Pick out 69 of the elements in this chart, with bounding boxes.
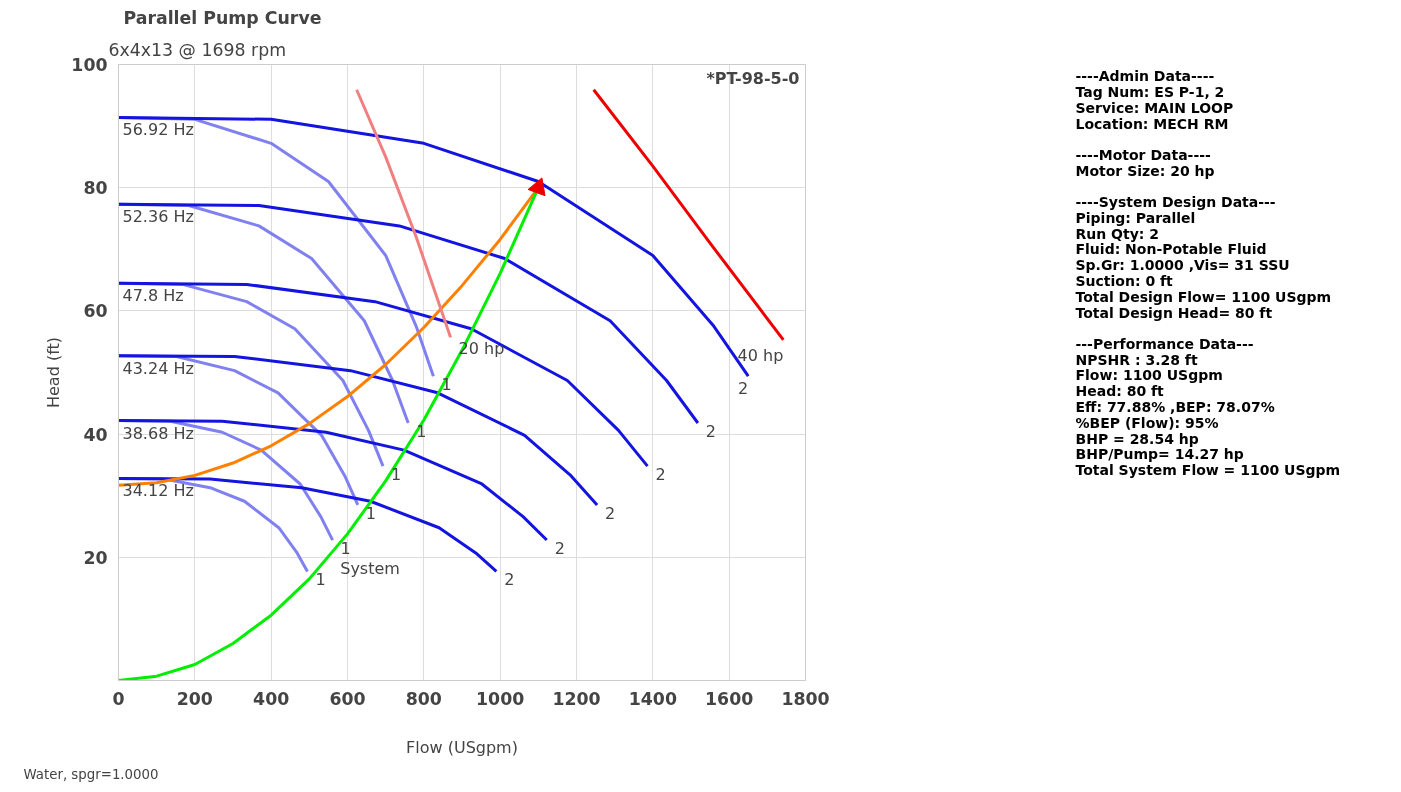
text: Total System Flow = 1100 USgpm	[1075, 462, 1341, 479]
text: Sp.Gr: 1.0000 ,Vis= 31 SSU	[1075, 257, 1290, 274]
text: Water, spgr=1.0000	[23, 766, 159, 782]
text: Flow: 1100 USgpm	[1075, 367, 1223, 384]
chart-subtitle: 6x4x13 @ 1698 rpm	[108, 39, 287, 60]
x-tick-label: 400	[253, 688, 290, 709]
annotation: 1	[390, 465, 402, 485]
annotation: 2	[738, 379, 749, 399]
annotation: 2	[705, 422, 717, 442]
x-tick-label: 1000	[476, 688, 525, 709]
series-label: 56.92 Hz	[122, 120, 194, 140]
chart-title: Parallel Pump Curve	[123, 7, 322, 28]
text: Total Design Head= 80 ft	[1075, 304, 1273, 321]
y-axis-title: Head (ft)	[44, 336, 64, 409]
line-series	[355, 88, 453, 339]
text: BHP = 28.54 hp	[1075, 430, 1199, 447]
line-series	[592, 88, 785, 342]
line-series	[118, 419, 549, 542]
y-tick-label: 100	[71, 55, 108, 75]
x-axis-title: Flow (USgpm)	[406, 737, 518, 757]
series-label: 43.24 Hz	[122, 358, 194, 378]
annotation: 2	[504, 570, 515, 590]
annotation: 1	[340, 539, 351, 559]
x-tick-label: 1200	[552, 688, 601, 709]
y-tick-label: 20	[83, 547, 108, 568]
text: BHP/Pump= 14.27 hp	[1075, 446, 1244, 463]
annotation: 1	[441, 375, 452, 395]
text: Suction: 0 ft	[1075, 272, 1174, 289]
annotation: 2	[554, 539, 565, 559]
x-tick-label: 1800	[781, 688, 830, 709]
series-label: 52.36 Hz	[122, 207, 194, 227]
text: Motor Size: 20 hp	[1075, 162, 1215, 179]
x-tick-label: 0	[112, 688, 125, 709]
x-tick-label: 1400	[628, 688, 677, 709]
text: Total Design Flow= 1100 USgpm	[1075, 288, 1332, 305]
text: Head: 80 ft	[1075, 383, 1165, 400]
text: Run Qty: 2	[1075, 225, 1160, 242]
annotation: 1	[365, 503, 376, 523]
x-tick-label: 1600	[705, 688, 754, 709]
annotation: *PT-98-5-0	[706, 68, 800, 88]
annotation: 40 hp	[737, 345, 784, 365]
annotation: 1	[315, 570, 326, 590]
y-tick-label: 80	[83, 178, 108, 199]
line-series	[118, 281, 649, 468]
text: ----System Design Data---	[1075, 194, 1276, 211]
series-label: 47.8 Hz	[122, 286, 184, 306]
text: Piping: Parallel	[1075, 209, 1196, 226]
text: Fluid: Non-Potable Fluid	[1075, 241, 1267, 258]
text: ----Admin Data----	[1075, 68, 1215, 85]
series-label: 34.12 Hz	[122, 481, 194, 501]
y-tick-label: 40	[83, 424, 108, 445]
annotation: 1	[416, 422, 427, 442]
text: Service: MAIN LOOP	[1075, 99, 1234, 116]
text: Tag Num: ES P-1, 2	[1075, 83, 1225, 100]
series-label: 38.68 Hz	[122, 423, 194, 443]
annotation: 2	[605, 503, 616, 523]
annotation: System	[340, 559, 400, 579]
annotation: 2	[655, 465, 666, 485]
text: ---Performance Data---	[1075, 335, 1254, 352]
x-tick-label: 600	[329, 688, 366, 709]
line-series	[118, 202, 700, 425]
y-tick-label: 60	[83, 301, 108, 322]
text: Eff: 77.88% ,BEP: 78.07%	[1075, 399, 1275, 416]
text: %BEP (Flow): 95%	[1075, 414, 1219, 431]
x-tick-label: 800	[405, 688, 442, 709]
text: NPSHR : 3.28 ft	[1075, 351, 1198, 368]
text: Location: MECH RM	[1075, 115, 1229, 132]
x-tick-label: 200	[176, 688, 213, 709]
text: ----Motor Data----	[1075, 146, 1212, 163]
